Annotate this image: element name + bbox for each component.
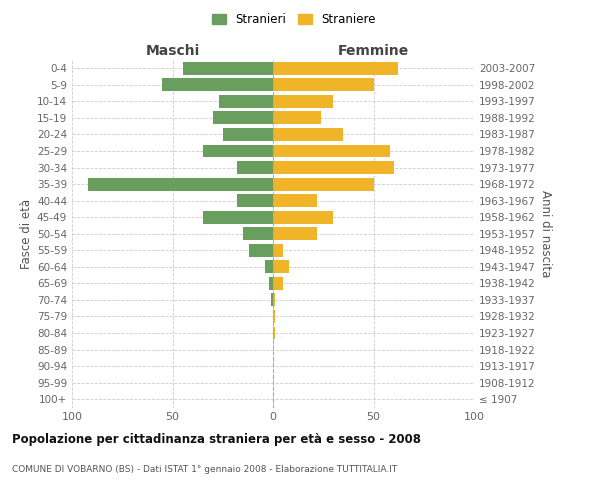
- Bar: [273, 194, 317, 207]
- Bar: [203, 144, 273, 158]
- Bar: [273, 260, 289, 274]
- Bar: [249, 244, 273, 257]
- Bar: [273, 112, 321, 124]
- Bar: [273, 326, 275, 340]
- Bar: [243, 228, 273, 240]
- Bar: [203, 210, 273, 224]
- Bar: [273, 62, 398, 74]
- Bar: [271, 294, 273, 306]
- Text: Maschi: Maschi: [145, 44, 200, 58]
- Bar: [223, 128, 273, 141]
- Text: COMUNE DI VOBARNO (BS) - Dati ISTAT 1° gennaio 2008 - Elaborazione TUTTITALIA.IT: COMUNE DI VOBARNO (BS) - Dati ISTAT 1° g…: [12, 466, 397, 474]
- Y-axis label: Anni di nascita: Anni di nascita: [539, 190, 552, 278]
- Bar: [237, 194, 273, 207]
- Y-axis label: Fasce di età: Fasce di età: [20, 198, 33, 269]
- Bar: [273, 128, 343, 141]
- Bar: [273, 144, 389, 158]
- Bar: [212, 112, 273, 124]
- Bar: [273, 310, 275, 323]
- Text: Femmine: Femmine: [338, 44, 409, 58]
- Bar: [273, 95, 334, 108]
- Bar: [269, 277, 273, 290]
- Bar: [219, 95, 273, 108]
- Bar: [273, 210, 334, 224]
- Bar: [273, 277, 283, 290]
- Bar: [273, 178, 373, 190]
- Bar: [182, 62, 273, 74]
- Bar: [273, 244, 283, 257]
- Legend: Stranieri, Straniere: Stranieri, Straniere: [207, 8, 381, 31]
- Bar: [88, 178, 273, 190]
- Bar: [163, 78, 273, 92]
- Bar: [273, 78, 373, 92]
- Bar: [273, 294, 275, 306]
- Bar: [273, 228, 317, 240]
- Bar: [265, 260, 273, 274]
- Bar: [237, 161, 273, 174]
- Text: Popolazione per cittadinanza straniera per età e sesso - 2008: Popolazione per cittadinanza straniera p…: [12, 432, 421, 446]
- Bar: [273, 161, 394, 174]
